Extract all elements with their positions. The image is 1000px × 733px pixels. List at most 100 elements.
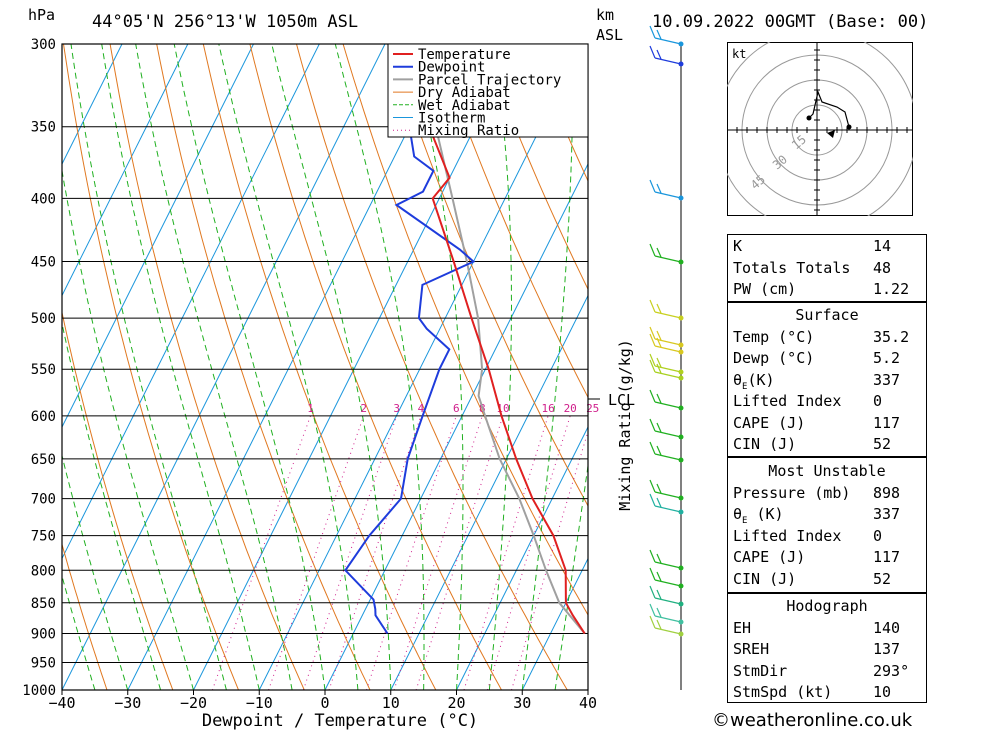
- wind-barb-feather: [649, 353, 656, 367]
- wind-barb-feather: [649, 493, 656, 507]
- pressure-tick-label: 900: [31, 626, 56, 642]
- mixing-ratio-line: [511, 429, 588, 690]
- surface-temp-value: 35.2: [873, 327, 910, 346]
- mixing-ratio-label: 16: [541, 402, 554, 415]
- k-label: K: [733, 237, 743, 255]
- stmdir-label: StmDir: [733, 661, 788, 680]
- x-axis-label: Dewpoint / Temperature (°C): [202, 711, 478, 731]
- pressure-ticks: 300 350 400 450 500 550 600 650 700 750 800 850 900 9…: [22, 37, 56, 699]
- pressure-tick-label: 800: [31, 563, 56, 579]
- parcel-trajectory-line: [410, 44, 586, 635]
- x-tick-label: 40: [579, 694, 597, 712]
- mixing-ratio-label: 1: [307, 402, 314, 415]
- wet-adiabat-line: [173, 44, 326, 690]
- isotherm-line: [62, 44, 386, 690]
- wind-barb-feather: [649, 359, 656, 373]
- wind-barb-feather: [649, 615, 656, 629]
- x-tick-label: 0: [320, 694, 329, 712]
- wind-barb-shaft: [654, 615, 682, 623]
- pressure-tick-label: 650: [31, 452, 56, 468]
- profiles: [344, 44, 586, 635]
- mu-theta-e-symbol: θE: [733, 505, 748, 526]
- mu-li-label: Lifted Index: [733, 526, 842, 545]
- dewpoint-line: [344, 44, 476, 635]
- hodograph-table: Hodograph EH 140 SREH 137 StmDir 293° StmSp…: [727, 593, 927, 703]
- hodograph-unit-label: kt: [732, 47, 746, 61]
- isotherms: [62, 44, 588, 690]
- footer-credit[interactable]: ©weatheronline.co.uk: [712, 710, 913, 731]
- wet-adiabat-line: [62, 453, 129, 690]
- wet-adiabat-line: [101, 44, 260, 690]
- dry-adiabat-line: [62, 542, 108, 690]
- mu-theta-label: (K): [756, 505, 784, 523]
- isotherm-line: [62, 44, 254, 429]
- pressure-tick-label: 400: [31, 191, 56, 207]
- surface-theta-value: 337: [873, 370, 901, 389]
- wind-barb-shaft: [654, 505, 682, 513]
- pressure-tick-label: 300: [31, 37, 56, 53]
- pressure-tick-label: 1000: [22, 683, 56, 699]
- wind-barb-feather: [656, 589, 662, 600]
- wind-barb-shaft: [654, 255, 682, 263]
- isotherm-line: [324, 162, 588, 690]
- eh-value: 140: [873, 618, 901, 637]
- surface-dewp-value: 5.2: [873, 349, 901, 367]
- legend-label: Dewpoint: [418, 60, 485, 76]
- wind-barb-shaft: [654, 57, 682, 65]
- wind-barb-feather: [656, 422, 662, 433]
- wind-barb-feather: [656, 363, 662, 374]
- dry-adiabat-line: [249, 44, 502, 690]
- stmspd-label: StmSpd (kt): [733, 683, 833, 701]
- wind-barb-shaft: [654, 561, 682, 569]
- wet-adiabat-line: [135, 44, 293, 690]
- wind-barb-feather: [656, 619, 662, 630]
- wind-barb-feather: [649, 326, 656, 340]
- totals-label: Totals Totals: [733, 258, 851, 277]
- hodograph-trace: [808, 89, 850, 128]
- mu-title: Most Unstable: [768, 462, 886, 480]
- pressure-tick-label: 450: [31, 255, 56, 271]
- legend-label: Isotherm: [418, 111, 485, 127]
- wet-adiabat-line: [410, 44, 464, 690]
- wet-adiabat-line: [587, 687, 588, 690]
- dry-adiabat-line: [949, 44, 1000, 690]
- surface-title: Surface: [795, 306, 859, 324]
- wind-barb-feather: [656, 357, 662, 368]
- surface-temp-label: Temp (°C): [733, 327, 815, 346]
- wet-adiabat-line: [62, 168, 194, 690]
- asl-label: ASL: [596, 26, 624, 44]
- mixing-ratio-label: 2: [360, 402, 367, 415]
- surface-cape-value: 117: [873, 413, 901, 432]
- legend-label: Temperature: [418, 47, 511, 63]
- mixing-ratio-line: [302, 415, 398, 690]
- k-value: 14: [873, 237, 892, 255]
- wind-barb-feather: [656, 607, 662, 618]
- isotherm-line: [62, 44, 189, 297]
- hodograph-point: [806, 115, 812, 121]
- mixing-ratio-label: 3: [393, 402, 400, 415]
- datetime-title: 10.09.2022 00GMT (Base: 00): [652, 12, 929, 32]
- isotherm-line: [62, 44, 123, 166]
- pressure-tick-label: 500: [31, 311, 56, 327]
- wind-barb-feather: [656, 183, 662, 194]
- row-k: K 14: [728, 236, 926, 258]
- wind-barb-feather: [649, 549, 656, 563]
- legend-label: Wet Adiabat: [418, 98, 511, 114]
- wet-adiabat-line: [70, 44, 227, 690]
- mixing-ratio-label: 6: [453, 402, 460, 415]
- hpa-label: hPa: [28, 6, 56, 24]
- pressure-tick-label: 600: [31, 409, 56, 425]
- wind-barb-feather: [656, 330, 662, 341]
- wind-barb-shaft: [654, 579, 682, 587]
- mu-theta-value: 337: [873, 505, 901, 523]
- wind-barb-feather: [656, 393, 662, 404]
- row-pw: PW (cm) 1.22: [728, 279, 926, 301]
- wind-barb-feather: [649, 333, 656, 347]
- isotherm-line: [193, 44, 517, 690]
- dry-adiabat-line: [435, 44, 588, 399]
- surface-li-label: Lifted Index: [733, 392, 842, 410]
- isotherm-line: [456, 425, 588, 690]
- mixing-ratio-line: [328, 415, 422, 690]
- mu-cin-value: 52: [873, 569, 892, 588]
